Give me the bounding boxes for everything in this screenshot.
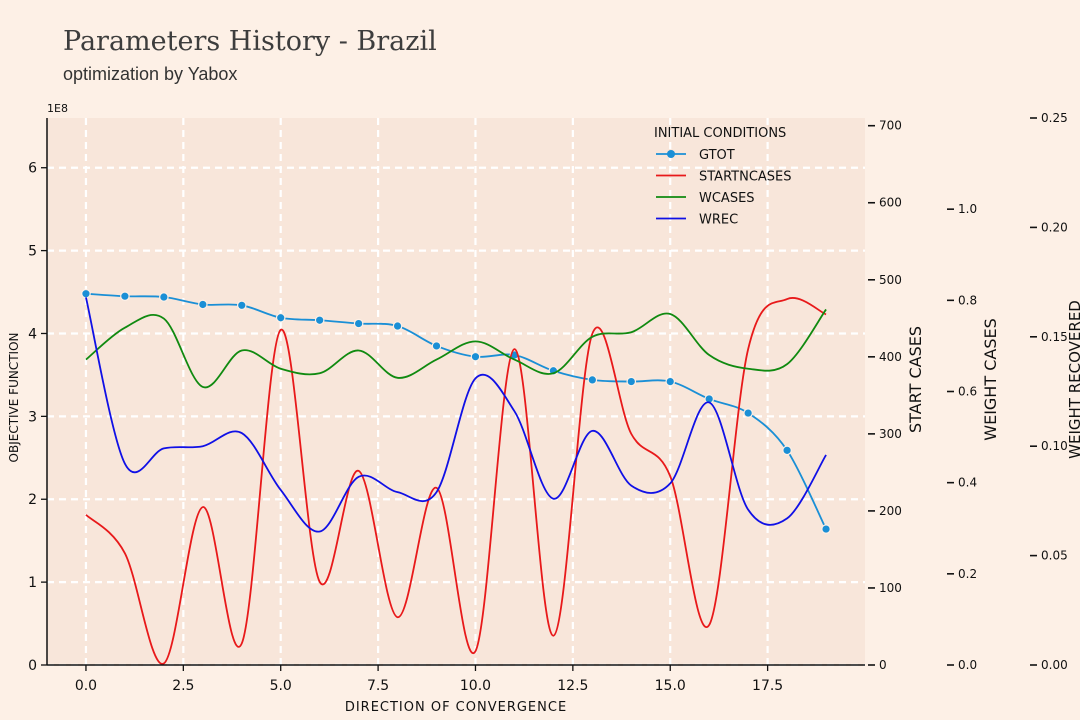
- plot-area: [47, 118, 865, 665]
- y-tick-label-start: 500: [879, 273, 902, 287]
- y-tick-label-obj: 5: [28, 244, 37, 260]
- series-point-gtot: [587, 375, 598, 385]
- y-axis-label-wrec: WEIGHT RECOVERED: [1066, 300, 1080, 459]
- x-axis-label: DIRECTION OF CONVERGENCE: [345, 700, 567, 715]
- x-tick-label: 10.0: [460, 678, 491, 694]
- y-tick-label-start: 300: [879, 427, 902, 441]
- series-point-gtot: [743, 408, 753, 418]
- y-axis-label-wcases: WEIGHT CASES: [981, 318, 1000, 440]
- series-point-gtot: [626, 376, 637, 387]
- series-point-gtot: [314, 315, 325, 326]
- chart-subtitle: optimization by Yabox: [63, 64, 238, 84]
- y-tick-label-start: 100: [879, 581, 902, 595]
- legend-label-startNCases: STARTNCASES: [699, 170, 792, 185]
- y-tick-label-start: 700: [879, 119, 902, 133]
- y-tick-label-obj: 3: [28, 409, 37, 425]
- y-tick-label-wrec: 0.10: [1041, 439, 1068, 453]
- x-tick-label: 17.5: [752, 678, 783, 694]
- series-point-gtot: [665, 376, 676, 387]
- y-tick-label-wrec: 0.05: [1041, 549, 1068, 563]
- y-tick-label-wrec: 0.20: [1041, 220, 1068, 234]
- chart-title: Parameters History - Brazil: [63, 26, 437, 57]
- legend-label-wcases: WCASES: [699, 191, 755, 206]
- series-line-wrec: [85, 297, 827, 533]
- y-axis-label-obj: OBJECTIVE FUNCTION: [7, 333, 21, 463]
- y-axis-label-start: START CASES: [906, 326, 925, 433]
- y-tick-label-obj: 4: [28, 326, 37, 342]
- x-tick-label: 2.5: [172, 678, 194, 694]
- y-tick-label-start: 600: [879, 196, 902, 210]
- y-tick-label-wrec: 0.00: [1041, 658, 1068, 672]
- y-tick-label-wrec: 0.25: [1041, 111, 1068, 125]
- series-line-wcases: [85, 308, 827, 389]
- y-tick-label-wcases: 0.4: [958, 476, 977, 490]
- legend-label-gtot: GTOT: [699, 148, 735, 163]
- legend-marker-gtot: [667, 150, 675, 158]
- series-point-gtot: [120, 291, 130, 301]
- series-point-gtot: [159, 292, 169, 302]
- series-point-gtot: [821, 524, 831, 534]
- legend-title: INITIAL CONDITIONS: [654, 126, 786, 141]
- series-point-gtot: [198, 299, 208, 310]
- x-tick-label: 5.0: [270, 678, 292, 694]
- series-point-gtot: [353, 318, 364, 329]
- series-point-gtot: [275, 312, 286, 323]
- y-tick-label-wcases: 1.0: [958, 202, 977, 216]
- y-tick-label-obj: 6: [28, 161, 37, 177]
- x-tick-label: 12.5: [557, 678, 588, 694]
- series-point-gtot: [782, 445, 792, 456]
- legend-label-wrec: WREC: [699, 213, 738, 228]
- series-point-gtot: [81, 288, 91, 299]
- series-point-gtot: [392, 321, 403, 331]
- y-offset-label: 1E8: [47, 102, 68, 115]
- series-point-gtot: [236, 300, 247, 311]
- series-line-startNCases: [85, 297, 827, 665]
- series-point-gtot: [470, 351, 481, 362]
- x-tick-label: 7.5: [367, 678, 389, 694]
- y-tick-label-obj: 1: [28, 575, 37, 591]
- y-tick-label-obj: 0: [28, 658, 37, 674]
- y-tick-label-wcases: 0.2: [958, 567, 977, 581]
- y-tick-label-obj: 2: [28, 492, 37, 508]
- y-tick-label-start: 0: [879, 658, 887, 672]
- x-tick-label: 0.0: [75, 678, 97, 694]
- series-point-gtot: [431, 341, 442, 351]
- y-tick-label-wcases: 0.6: [958, 385, 977, 399]
- y-tick-label-start: 400: [879, 350, 902, 364]
- y-tick-label-wcases: 0.0: [958, 658, 977, 672]
- y-tick-label-wrec: 0.15: [1041, 330, 1068, 344]
- x-tick-label: 15.0: [655, 678, 686, 694]
- y-tick-label-wcases: 0.8: [958, 293, 977, 307]
- y-tick-label-start: 200: [879, 504, 902, 518]
